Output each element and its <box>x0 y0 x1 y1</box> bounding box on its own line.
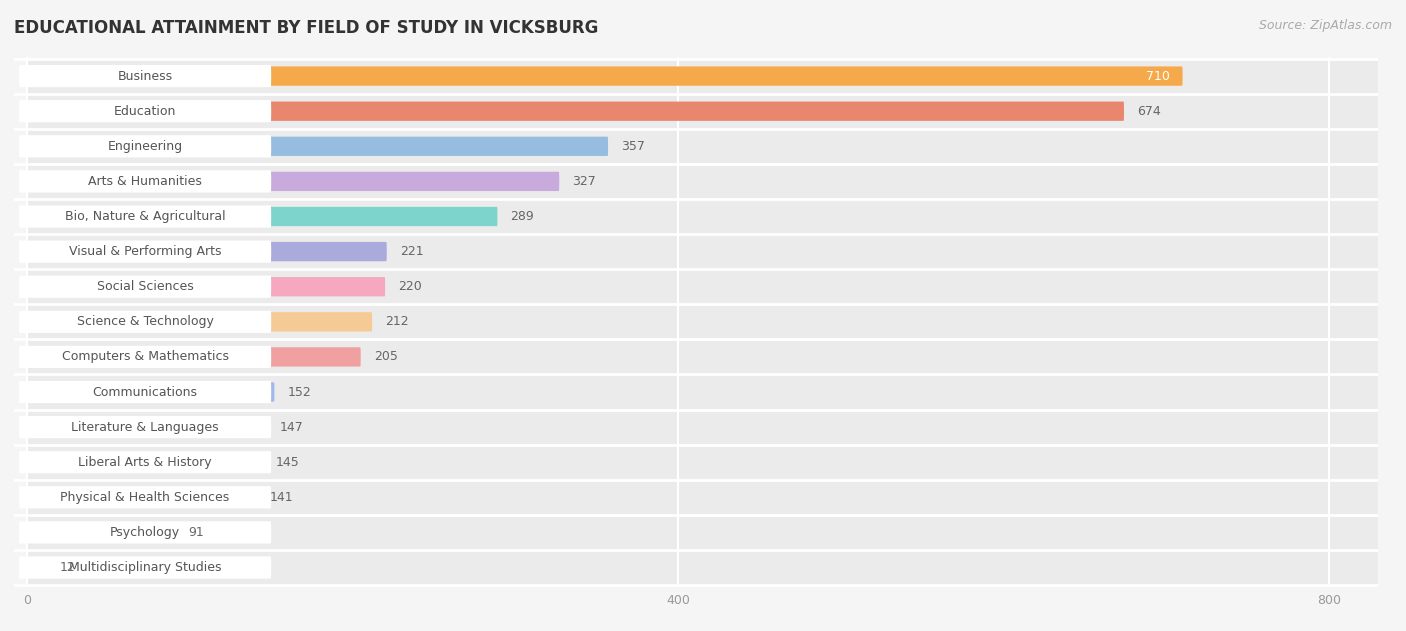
Text: Arts & Humanities: Arts & Humanities <box>89 175 202 188</box>
FancyBboxPatch shape <box>18 206 271 228</box>
FancyBboxPatch shape <box>18 416 271 438</box>
FancyBboxPatch shape <box>27 312 373 331</box>
FancyBboxPatch shape <box>27 374 1378 410</box>
FancyBboxPatch shape <box>27 445 1378 480</box>
FancyBboxPatch shape <box>18 170 271 192</box>
FancyBboxPatch shape <box>27 164 1378 199</box>
Text: 221: 221 <box>399 245 423 258</box>
FancyBboxPatch shape <box>27 234 1378 269</box>
FancyBboxPatch shape <box>27 410 1378 445</box>
Text: 674: 674 <box>1137 105 1161 118</box>
Text: 289: 289 <box>510 210 534 223</box>
FancyBboxPatch shape <box>27 480 1378 515</box>
Text: Literature & Languages: Literature & Languages <box>72 421 219 433</box>
Text: Physical & Health Sciences: Physical & Health Sciences <box>60 491 229 504</box>
FancyBboxPatch shape <box>18 451 271 473</box>
Text: 327: 327 <box>572 175 596 188</box>
Text: 710: 710 <box>1146 69 1170 83</box>
FancyBboxPatch shape <box>27 137 607 156</box>
FancyBboxPatch shape <box>18 100 271 122</box>
FancyBboxPatch shape <box>27 59 1378 93</box>
Text: 141: 141 <box>270 491 294 504</box>
Text: Science & Technology: Science & Technology <box>77 316 214 328</box>
FancyBboxPatch shape <box>18 557 271 579</box>
FancyBboxPatch shape <box>18 135 271 157</box>
FancyBboxPatch shape <box>18 487 271 509</box>
FancyBboxPatch shape <box>27 304 1378 339</box>
Text: Social Sciences: Social Sciences <box>97 280 194 293</box>
FancyBboxPatch shape <box>18 521 271 543</box>
FancyBboxPatch shape <box>27 347 361 367</box>
FancyBboxPatch shape <box>27 558 46 577</box>
Text: 357: 357 <box>621 140 645 153</box>
Text: Multidisciplinary Studies: Multidisciplinary Studies <box>69 561 221 574</box>
Text: Bio, Nature & Agricultural: Bio, Nature & Agricultural <box>65 210 225 223</box>
FancyBboxPatch shape <box>27 488 256 507</box>
Text: Liberal Arts & History: Liberal Arts & History <box>79 456 212 469</box>
FancyBboxPatch shape <box>18 65 271 87</box>
Text: 12: 12 <box>59 561 76 574</box>
Text: 212: 212 <box>385 316 409 328</box>
Text: Communications: Communications <box>93 386 198 399</box>
FancyBboxPatch shape <box>27 418 266 437</box>
FancyBboxPatch shape <box>27 93 1378 129</box>
FancyBboxPatch shape <box>27 207 498 226</box>
FancyBboxPatch shape <box>27 269 1378 304</box>
Text: Education: Education <box>114 105 176 118</box>
Text: 152: 152 <box>287 386 311 399</box>
FancyBboxPatch shape <box>27 452 263 472</box>
FancyBboxPatch shape <box>27 522 176 542</box>
FancyBboxPatch shape <box>27 242 387 261</box>
Text: Source: ZipAtlas.com: Source: ZipAtlas.com <box>1258 19 1392 32</box>
Text: 147: 147 <box>280 421 304 433</box>
Text: Visual & Performing Arts: Visual & Performing Arts <box>69 245 221 258</box>
FancyBboxPatch shape <box>27 550 1378 585</box>
Text: Engineering: Engineering <box>107 140 183 153</box>
FancyBboxPatch shape <box>18 276 271 298</box>
FancyBboxPatch shape <box>27 172 560 191</box>
Text: EDUCATIONAL ATTAINMENT BY FIELD OF STUDY IN VICKSBURG: EDUCATIONAL ATTAINMENT BY FIELD OF STUDY… <box>14 19 599 37</box>
FancyBboxPatch shape <box>18 346 271 368</box>
FancyBboxPatch shape <box>27 102 1123 121</box>
FancyBboxPatch shape <box>18 310 271 333</box>
Text: Business: Business <box>118 69 173 83</box>
FancyBboxPatch shape <box>27 199 1378 234</box>
Text: 91: 91 <box>188 526 204 539</box>
Text: Computers & Mathematics: Computers & Mathematics <box>62 350 229 363</box>
FancyBboxPatch shape <box>27 339 1378 374</box>
Text: 205: 205 <box>374 350 398 363</box>
FancyBboxPatch shape <box>27 382 274 402</box>
FancyBboxPatch shape <box>27 515 1378 550</box>
FancyBboxPatch shape <box>27 66 1182 86</box>
FancyBboxPatch shape <box>18 381 271 403</box>
Text: 145: 145 <box>276 456 299 469</box>
Text: 220: 220 <box>398 280 422 293</box>
FancyBboxPatch shape <box>18 240 271 262</box>
Text: Psychology: Psychology <box>110 526 180 539</box>
FancyBboxPatch shape <box>27 129 1378 164</box>
FancyBboxPatch shape <box>27 277 385 297</box>
